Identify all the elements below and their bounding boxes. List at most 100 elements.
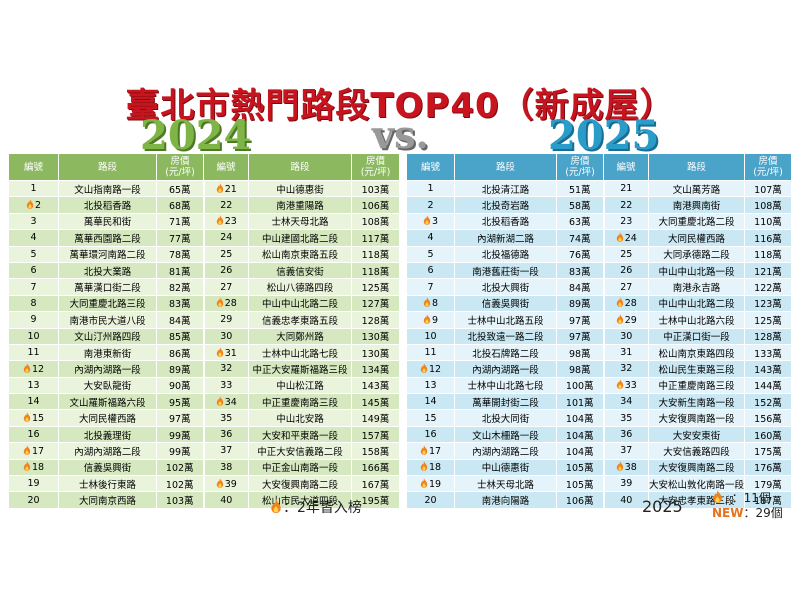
fire-icon — [616, 461, 623, 472]
price-cell: 100萬 — [556, 376, 604, 395]
fire-count: ：11個 — [731, 491, 771, 505]
road-cell: 信義吳興街 — [58, 458, 157, 477]
price-cell: 81萬 — [156, 261, 204, 280]
road-cell: 北投稻香路 — [454, 212, 557, 231]
header-price: 房價 (元/坪) — [744, 153, 792, 181]
price-cell: 108萬 — [744, 196, 792, 214]
road-cell: 南港東新街 — [58, 343, 157, 362]
road-cell: 大安新生南路一段 — [648, 393, 745, 411]
price-cell: 74萬 — [556, 229, 604, 247]
price-cell: 179萬 — [744, 475, 792, 493]
fire-icon — [271, 499, 281, 513]
road-cell: 信義忠孝東路五段 — [248, 311, 352, 329]
price-cell: 105萬 — [556, 475, 604, 493]
price-cell: 158萬 — [351, 442, 400, 460]
road-cell: 大同承德路二段 — [648, 245, 745, 263]
road-cell: 中山德惠街 — [454, 458, 557, 477]
table-row: 1 北投清江路 51萬 21 文山萬芳路 107萬 — [406, 179, 792, 198]
road-cell: 文山羅斯福路六段 — [58, 393, 157, 411]
rank-cell: 22 — [202, 196, 249, 214]
fire-icon — [420, 363, 428, 373]
rank-cell: 21 — [202, 179, 249, 198]
fire-icon — [216, 346, 223, 357]
price-cell: 58萬 — [556, 196, 604, 214]
rank-cell: 5 — [406, 245, 455, 263]
rank-cell: 29 — [602, 311, 649, 329]
rank-cell: 39 — [202, 475, 249, 493]
price-cell: 99萬 — [156, 442, 204, 460]
table-row: 20 南港向陽路 106萬 40 大安忠孝東路三段 187萬 — [406, 491, 792, 509]
price-cell: 68萬 — [156, 196, 204, 214]
road-cell: 松山民生東路三段 — [648, 360, 745, 378]
price-cell: 134萬 — [351, 360, 400, 378]
fire-icon — [216, 395, 223, 406]
road-cell: 南港興南街 — [648, 196, 745, 214]
road-cell: 松山南京東路四段 — [648, 343, 745, 362]
price-cell: 85萬 — [156, 327, 204, 345]
price-cell: 86萬 — [156, 343, 204, 362]
road-cell: 北投福德路 — [454, 245, 557, 263]
header-road: 路段 — [648, 153, 745, 181]
price-cell: 110萬 — [744, 212, 792, 231]
road-cell: 大安復興南路二段 — [248, 475, 352, 493]
table-row: 2 北投奇岩路 58萬 22 南港興南街 108萬 — [406, 196, 792, 214]
table-row: 4 萬華西園路二段 77萬 24 中山建國北路二段 117萬 — [8, 229, 400, 247]
table-row: 15 大同民權西路 97萬 35 中山北安路 149萬 — [8, 409, 400, 427]
road-cell: 南港重陽路 — [248, 196, 352, 214]
table-row: 3 萬華民和街 71萬 23 士林天母北路 108萬 — [8, 212, 400, 231]
table-row: 2 北投稻香路 68萬 22 南港重陽路 106萬 — [8, 196, 400, 214]
road-cell: 大安安東街 — [648, 425, 745, 444]
fire-icon — [23, 412, 31, 422]
road-cell: 中山北安路 — [248, 409, 352, 427]
price-cell: 77萬 — [156, 229, 204, 247]
rank-cell: 9 — [406, 311, 455, 329]
rank-cell: 40 — [202, 491, 249, 509]
price-cell: 84萬 — [556, 278, 604, 296]
price-cell: 103萬 — [156, 491, 204, 509]
rank-cell: 33 — [602, 376, 649, 395]
rank-cell: 3 — [8, 212, 59, 231]
road-cell: 信義信安街 — [248, 261, 352, 280]
road-cell: 大安復興南路一段 — [648, 409, 745, 427]
rank-cell: 18 — [406, 458, 455, 477]
price-cell: 83萬 — [556, 261, 604, 280]
rank-cell: 32 — [602, 360, 649, 378]
rank-cell: 29 — [202, 311, 249, 329]
price-cell: 78萬 — [156, 245, 204, 263]
price-cell: 63萬 — [556, 212, 604, 231]
road-cell: 內湖內湖路二段 — [58, 442, 157, 460]
table-row: 9 南港市民大道八段 84萬 29 信義忠孝東路五段 128萬 — [8, 311, 400, 329]
table-row: 6 南港舊莊街一段 83萬 26 中山中山北路一段 121萬 — [406, 261, 792, 280]
price-cell: 166萬 — [351, 458, 400, 477]
road-cell: 文山木柵路一段 — [454, 425, 557, 444]
table-row: 11 北投石牌路二段 98萬 31 松山南京東路四段 133萬 — [406, 343, 792, 362]
price-cell: 105萬 — [556, 458, 604, 477]
price-cell: 65萬 — [156, 179, 204, 198]
price-cell: 118萬 — [351, 261, 400, 280]
price-cell: 122萬 — [744, 278, 792, 296]
table-2025: 編號 路段 房價 (元/坪) 編號 路段 房價 (元/坪) 1 北投清江路 51萬 21 文… — [406, 153, 792, 509]
road-cell: 中正大安信義路二段 — [248, 442, 352, 460]
rank-cell: 16 — [406, 425, 455, 444]
road-cell: 士林後行東路 — [58, 475, 157, 493]
header-rank: 編號 — [603, 153, 649, 181]
rank-cell: 25 — [202, 245, 249, 263]
rank-cell: 15 — [8, 409, 59, 427]
road-cell: 萬華環河南路二段 — [58, 245, 157, 263]
road-cell: 北投大業路 — [58, 261, 157, 280]
price-cell: 128萬 — [351, 311, 400, 329]
fire-icon — [23, 363, 31, 373]
road-cell: 大安信義路四段 — [648, 442, 745, 460]
table-row: 8 信義吳興街 89萬 28 中山中山北路二段 123萬 — [406, 294, 792, 313]
price-cell: 187萬 — [744, 491, 792, 509]
table-row: 20 大同南京西路 103萬 40 松山市民大道四段 195萬 — [8, 491, 400, 509]
price-cell: 118萬 — [351, 245, 400, 263]
rank-cell: 24 — [602, 229, 649, 247]
table-row: 10 北投致遠一路二段 97萬 30 中正漢口街一段 128萬 — [406, 327, 792, 345]
price-cell: 104萬 — [556, 425, 604, 444]
price-cell: 99萬 — [156, 425, 204, 444]
rank-cell: 33 — [202, 376, 249, 395]
rank-cell: 15 — [406, 409, 455, 427]
rank-cell: 2 — [406, 196, 455, 214]
rank-cell: 27 — [602, 278, 649, 296]
